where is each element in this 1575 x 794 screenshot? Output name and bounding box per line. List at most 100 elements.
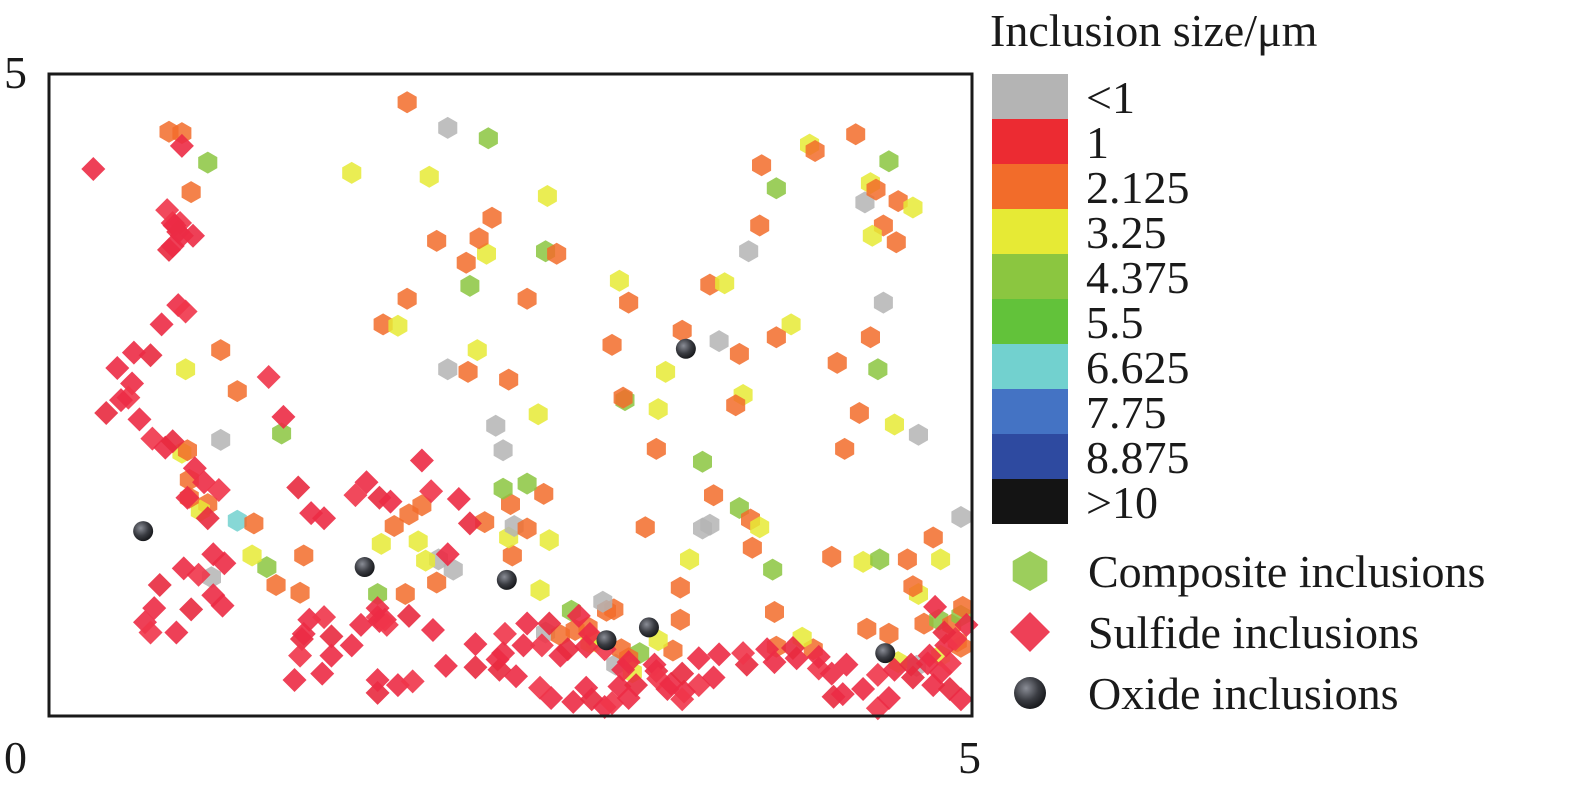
- composite-point: [635, 516, 655, 539]
- composite-point: [765, 601, 784, 623]
- composite-point: [750, 516, 770, 539]
- oxide-point: [354, 557, 375, 578]
- sulfide-point: [611, 657, 636, 682]
- sulfide-point: [504, 664, 529, 689]
- sulfide-point: [932, 620, 957, 645]
- sulfide-point: [555, 637, 580, 662]
- composite-point: [499, 368, 519, 391]
- composite-point: [870, 548, 890, 571]
- sulfide-point: [686, 646, 711, 671]
- composite-point: [648, 398, 668, 421]
- composite-point: [888, 190, 908, 213]
- sulfide-point: [511, 633, 536, 658]
- sulfide-point: [515, 611, 540, 636]
- sulfide-point: [574, 675, 599, 700]
- scatter-points: [81, 91, 979, 721]
- composite-point: [534, 482, 554, 505]
- composite-point: [853, 550, 873, 573]
- composite-point: [609, 269, 629, 292]
- sulfide-point: [463, 655, 488, 680]
- composite-point: [257, 556, 277, 579]
- composite-point: [198, 151, 218, 174]
- composite-point: [368, 583, 388, 605]
- scale-label: 2.125: [1086, 162, 1190, 213]
- sulfide-point: [529, 633, 554, 658]
- composite-point: [227, 380, 247, 403]
- legend-label: Composite inclusions: [1088, 546, 1485, 597]
- sulfide-point: [537, 611, 562, 636]
- composite-point: [467, 339, 487, 362]
- composite-point: [827, 351, 847, 374]
- sulfide-point: [446, 487, 471, 512]
- composite-point: [493, 477, 513, 500]
- size-scale-title: Inclusion size/μm: [990, 5, 1318, 56]
- composite-point: [766, 177, 786, 200]
- composite-point: [419, 165, 439, 188]
- legend-label: Oxide inclusions: [1088, 668, 1398, 719]
- composite-point: [395, 583, 415, 605]
- x-tick-right: 5: [958, 732, 981, 783]
- composite-point: [294, 544, 314, 567]
- sulfide-point: [921, 673, 946, 698]
- composite-point: [903, 196, 923, 219]
- sulfide-point: [851, 677, 876, 702]
- scale-swatch: [992, 389, 1068, 434]
- oxide-point: [596, 630, 617, 651]
- sulfide-point: [179, 597, 204, 622]
- composite-point: [177, 439, 197, 462]
- composite-point: [266, 574, 286, 596]
- composite-point: [903, 575, 923, 598]
- composite-point: [884, 413, 904, 436]
- sulfide-point: [948, 687, 973, 712]
- sulfide-point: [374, 612, 399, 637]
- sulfide-point: [492, 621, 517, 646]
- composite-point: [530, 579, 550, 602]
- scale-label: 4.375: [1086, 252, 1190, 303]
- composite-point: [593, 590, 613, 613]
- composite-point: [886, 231, 906, 254]
- legend-marker: [1010, 612, 1050, 652]
- sulfide-point: [288, 643, 313, 668]
- sulfide-point: [271, 404, 296, 429]
- scale-label: 5.5: [1086, 297, 1144, 348]
- plot-frame: [47, 72, 974, 718]
- sulfide-point: [169, 133, 194, 158]
- composite-point: [752, 154, 772, 177]
- sulfide-point: [175, 485, 200, 510]
- sulfide-point: [354, 470, 379, 495]
- sulfide-point: [160, 429, 185, 454]
- composite-point: [547, 242, 567, 265]
- composite-point: [482, 206, 502, 229]
- sulfide-point: [210, 593, 235, 618]
- scale-swatch: [992, 299, 1068, 344]
- composite-point: [715, 272, 735, 295]
- oxide-point: [638, 617, 659, 638]
- sulfide-point: [457, 511, 482, 536]
- composite-point: [766, 326, 786, 349]
- sulfide-point: [923, 594, 948, 619]
- sulfide-point: [378, 489, 403, 514]
- scale-swatch: [992, 119, 1068, 164]
- composite-point: [923, 526, 943, 549]
- sulfide-point: [256, 365, 281, 390]
- composite-point: [469, 227, 489, 250]
- oxide-point: [133, 521, 154, 542]
- composite-point: [846, 123, 866, 146]
- sulfide-point: [561, 689, 586, 714]
- composite-point: [849, 402, 869, 424]
- composite-point: [384, 515, 404, 537]
- composite-point: [181, 181, 201, 204]
- composite-point: [739, 240, 759, 263]
- composite-point: [456, 251, 476, 274]
- sulfide-point: [435, 542, 460, 567]
- composite-point: [397, 91, 417, 114]
- sulfide-point: [701, 665, 726, 690]
- composite-point: [427, 571, 447, 594]
- composite-point: [539, 529, 559, 552]
- sulfide-point: [420, 617, 445, 642]
- sulfide-point: [670, 661, 695, 686]
- composite-point: [211, 339, 231, 362]
- sulfide-point: [707, 642, 732, 667]
- sulfide-point: [138, 343, 163, 368]
- scale-label: 7.75: [1086, 387, 1167, 438]
